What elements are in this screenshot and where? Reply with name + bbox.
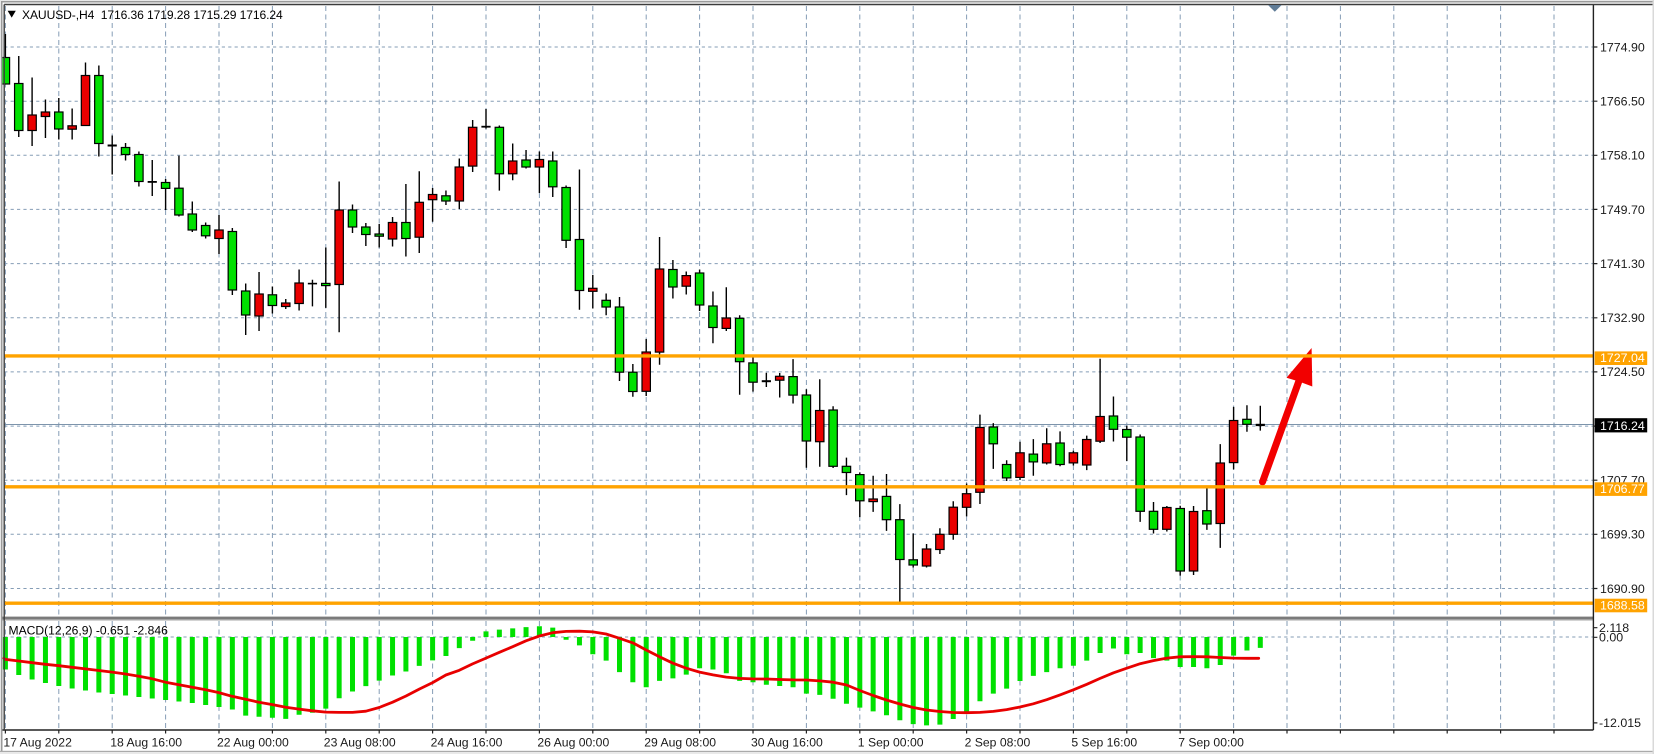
svg-text:1706.77: 1706.77 xyxy=(1600,482,1645,496)
svg-text:XAUUSD-,H4 1716.36 1719.28 17: XAUUSD-,H4 1716.36 1719.28 1715.29 1716.… xyxy=(22,8,283,22)
svg-text:1716.24: 1716.24 xyxy=(1600,419,1645,433)
svg-text:1758.10: 1758.10 xyxy=(1600,149,1645,163)
svg-text:30 Aug 16:00: 30 Aug 16:00 xyxy=(751,736,823,750)
svg-text:1699.30: 1699.30 xyxy=(1600,528,1645,542)
svg-text:MACD(12,26,9) -0.651 -2.846: MACD(12,26,9) -0.651 -2.846 xyxy=(9,624,169,638)
svg-text:1 Sep 00:00: 1 Sep 00:00 xyxy=(858,736,924,750)
svg-text:1690.90: 1690.90 xyxy=(1600,582,1645,596)
svg-text:1749.70: 1749.70 xyxy=(1600,203,1645,217)
svg-text:18 Aug 16:00: 18 Aug 16:00 xyxy=(110,736,182,750)
svg-text:1732.90: 1732.90 xyxy=(1600,311,1645,325)
svg-text:1774.90: 1774.90 xyxy=(1600,40,1645,54)
svg-text:-12.015: -12.015 xyxy=(1599,716,1641,730)
svg-text:23 Aug 08:00: 23 Aug 08:00 xyxy=(324,736,396,750)
svg-text:1741.30: 1741.30 xyxy=(1600,257,1645,271)
svg-text:1688.58: 1688.58 xyxy=(1600,598,1645,612)
svg-text:1766.50: 1766.50 xyxy=(1600,95,1645,109)
svg-text:17 Aug 2022: 17 Aug 2022 xyxy=(3,736,72,750)
svg-text:2.118: 2.118 xyxy=(1599,621,1629,635)
svg-text:29 Aug 08:00: 29 Aug 08:00 xyxy=(644,736,716,750)
svg-text:26 Aug 00:00: 26 Aug 00:00 xyxy=(537,736,609,750)
svg-text:22 Aug 00:00: 22 Aug 00:00 xyxy=(217,736,289,750)
svg-text:0.00: 0.00 xyxy=(1599,631,1623,645)
svg-text:1727.04: 1727.04 xyxy=(1600,351,1645,365)
svg-text:2 Sep 08:00: 2 Sep 08:00 xyxy=(965,736,1031,750)
svg-text:1724.50: 1724.50 xyxy=(1600,365,1645,379)
svg-text:5 Sep 16:00: 5 Sep 16:00 xyxy=(1071,736,1137,750)
svg-text:7 Sep 00:00: 7 Sep 00:00 xyxy=(1178,736,1244,750)
svg-text:24 Aug 16:00: 24 Aug 16:00 xyxy=(431,736,503,750)
